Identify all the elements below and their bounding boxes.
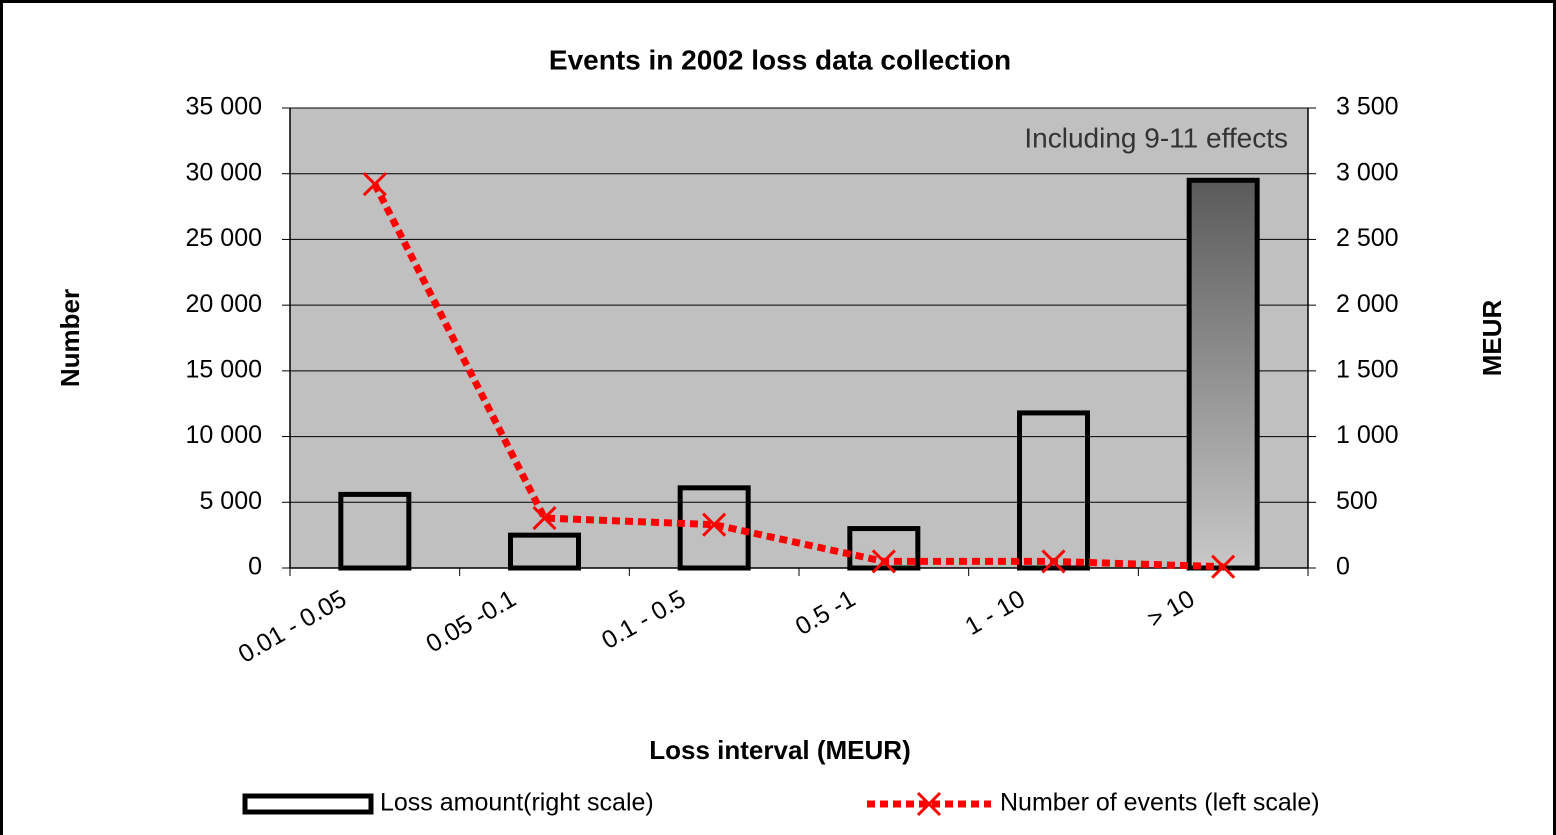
plot-area <box>290 108 1308 568</box>
y-tick-label: 35 000 <box>186 93 262 121</box>
y2-tick-label: 1 500 <box>1336 355 1399 383</box>
line-marker <box>362 172 387 197</box>
marker-part <box>362 172 387 197</box>
y2-tick-label: 2 000 <box>1336 290 1399 318</box>
y-tick-label: 30 000 <box>186 158 262 186</box>
y-tick-label: 5 000 <box>199 487 262 515</box>
line-marker <box>532 505 557 531</box>
y-tick-label: 20 000 <box>186 290 262 318</box>
marker-part <box>532 505 557 531</box>
marker-part <box>916 791 942 817</box>
marker-part <box>1211 554 1236 579</box>
bar <box>508 532 581 571</box>
line-marker <box>871 549 896 574</box>
y-tick-label: 25 000 <box>186 224 262 252</box>
line-marker <box>1041 549 1066 574</box>
line-marker <box>1211 554 1236 579</box>
line-marker <box>702 512 727 537</box>
marker-part <box>702 512 727 537</box>
legend-label: Loss amount(right scale) <box>380 789 654 817</box>
legend-swatch <box>242 793 374 815</box>
y2-tick-label: 2 500 <box>1336 224 1399 252</box>
line <box>371 182 1224 571</box>
bar <box>1017 410 1090 571</box>
bar <box>1186 177 1260 571</box>
legend-marker <box>916 791 942 817</box>
annotation: Including 9-11 effects <box>1024 122 1288 153</box>
chart-title: Events in 2002 loss data collection <box>549 44 1011 75</box>
bar <box>338 491 412 571</box>
y2-tick-label: 0 <box>1336 553 1350 581</box>
x-axis-title: Loss interval (MEUR) <box>649 735 911 765</box>
y-tick-label: 15 000 <box>186 355 262 383</box>
y2-axis-title: MEUR <box>1477 300 1507 377</box>
y2-tick-label: 1 000 <box>1336 421 1399 449</box>
bar <box>847 526 921 571</box>
y-tick-label: 10 000 <box>186 421 262 449</box>
y-tick-label: 0 <box>248 553 262 581</box>
y2-tick-label: 3 000 <box>1336 158 1399 186</box>
y2-tick-label: 3 500 <box>1336 93 1399 121</box>
y2-tick-label: 500 <box>1336 487 1378 515</box>
bar <box>677 485 751 571</box>
marker-part <box>1041 549 1066 574</box>
y-axis-title: Number <box>55 289 85 387</box>
legend-label: Number of events (left scale) <box>1000 789 1320 817</box>
marker-part <box>871 549 896 574</box>
